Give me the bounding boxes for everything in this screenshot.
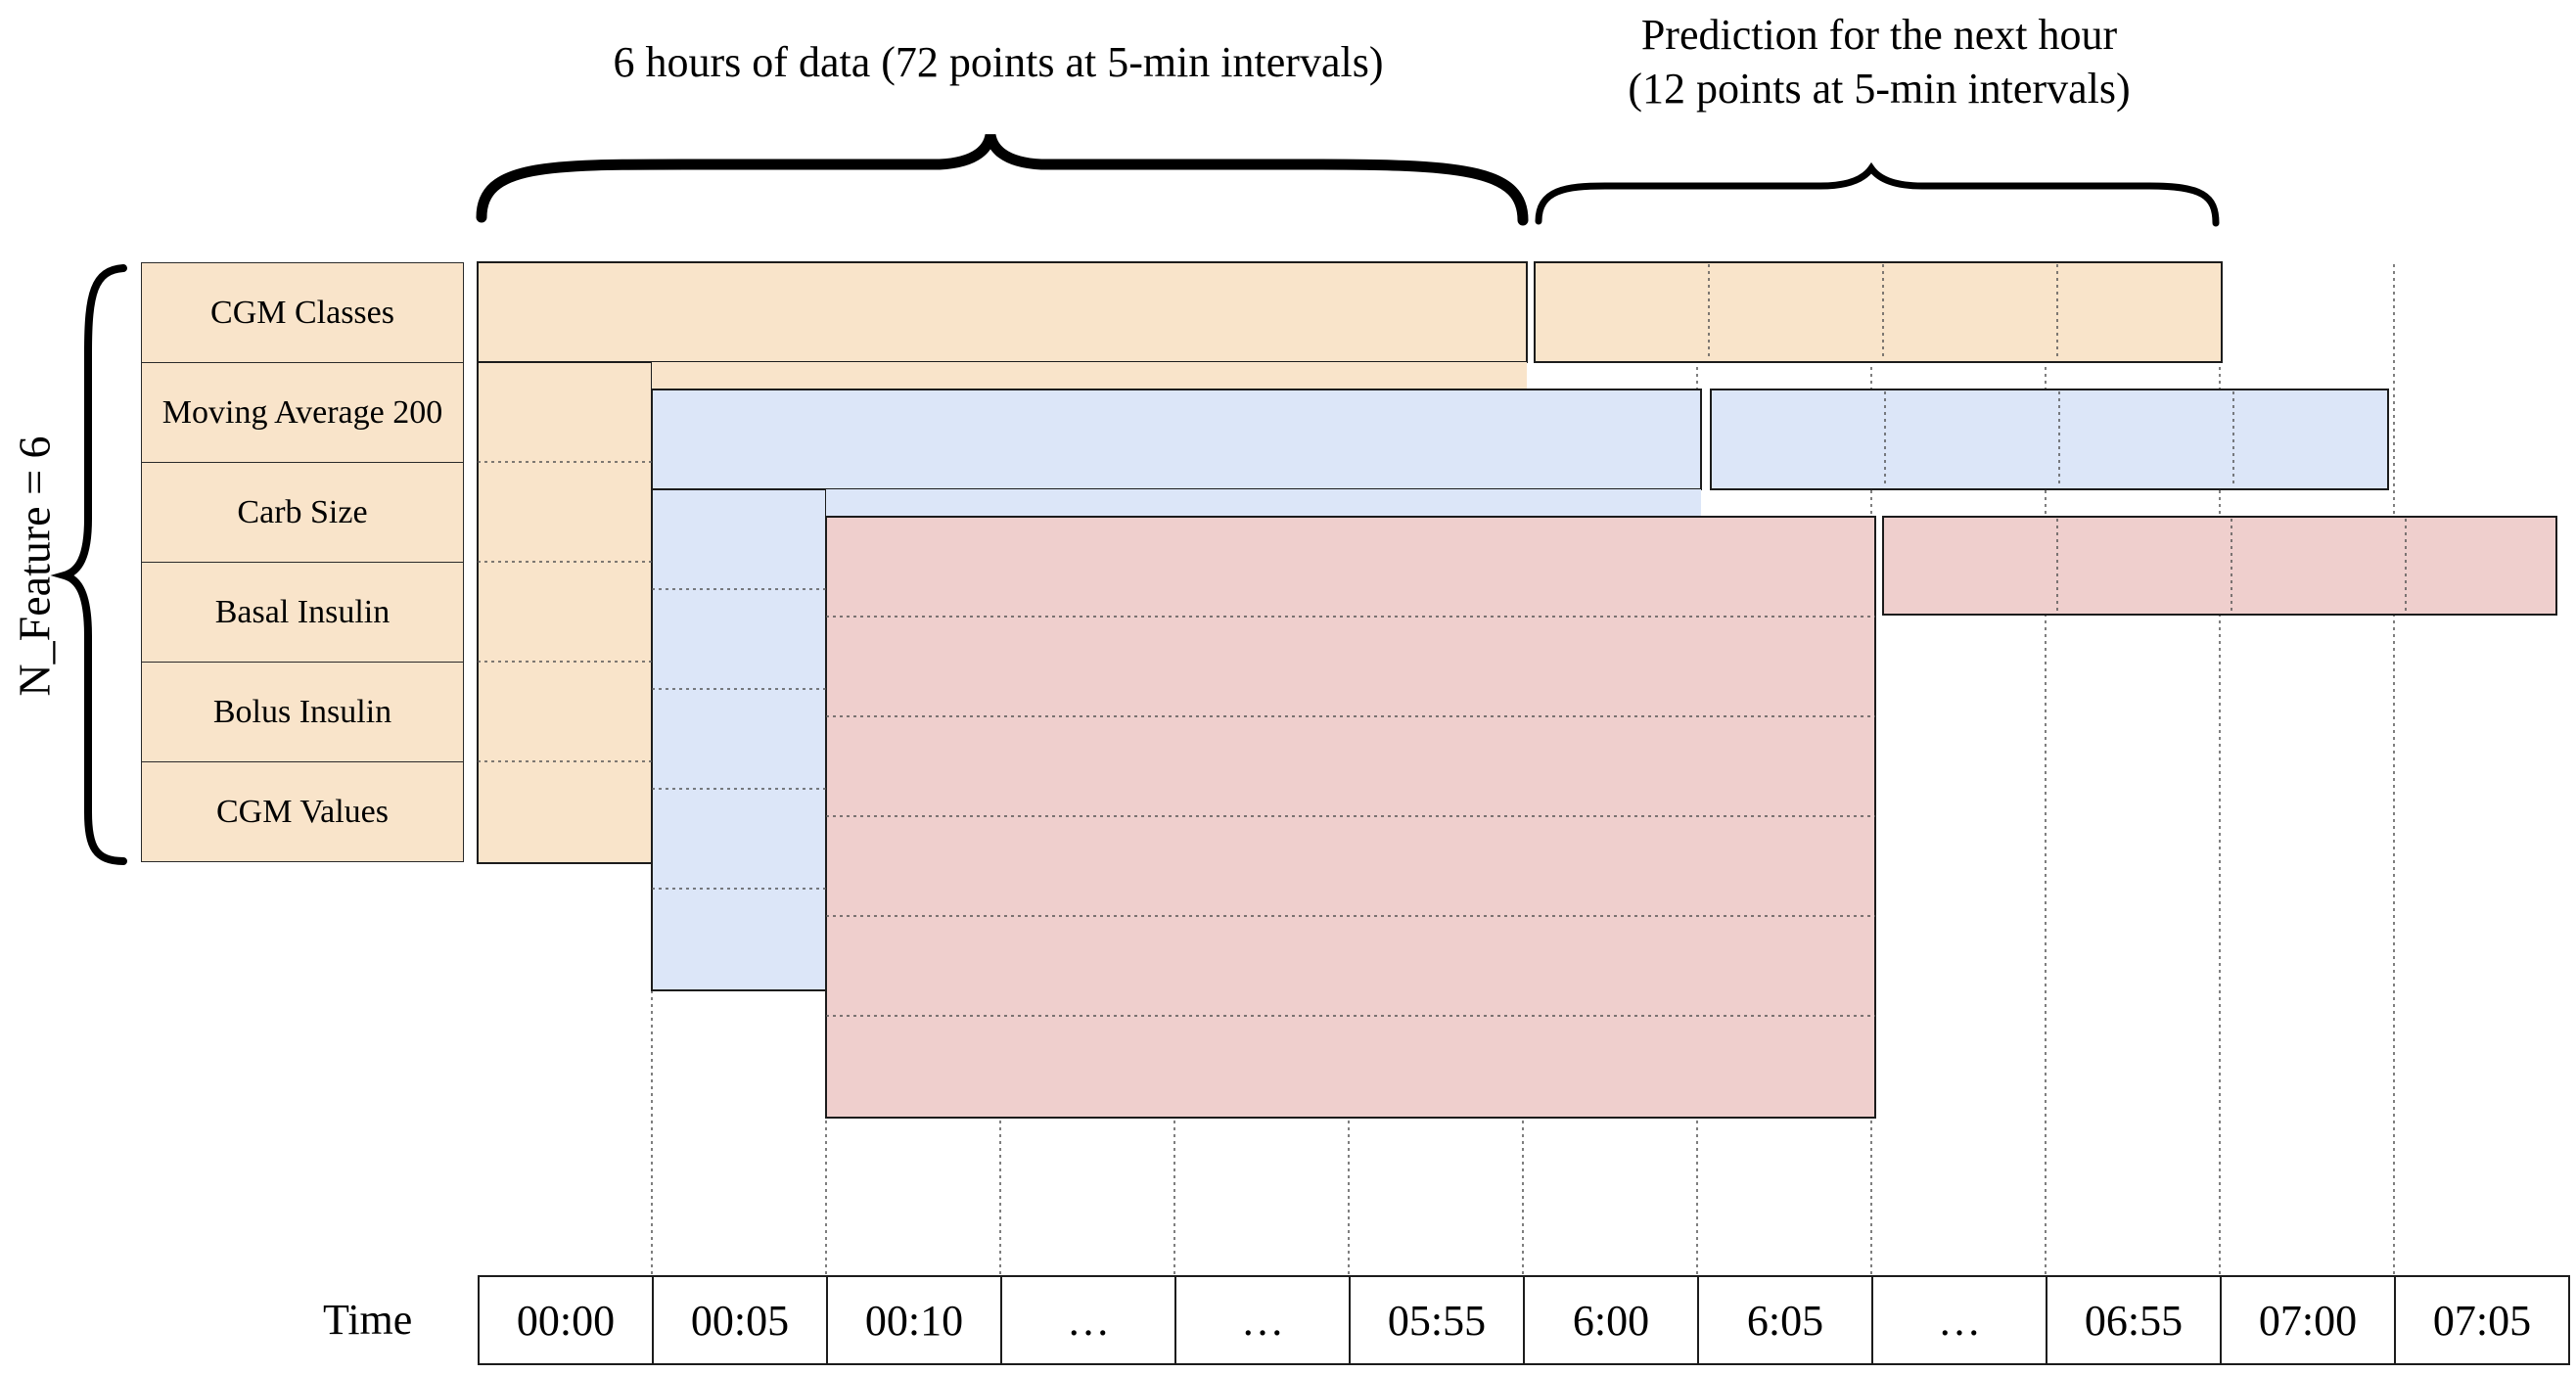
time-tick: 6:05 — [1697, 1275, 1873, 1365]
time-axis-label: Time — [323, 1296, 413, 1344]
blue-input-window — [651, 389, 1702, 991]
time-tick: 6:00 — [1523, 1275, 1699, 1365]
blue-input-row-1 — [651, 389, 1702, 490]
orange-input-window — [477, 261, 1528, 864]
blue-prediction-window — [1710, 389, 2389, 490]
orange-input-col-1 — [477, 361, 653, 864]
red-prediction-window — [1882, 516, 2557, 616]
orange-prediction-window — [1534, 261, 2223, 363]
blue-input-col-1 — [651, 488, 827, 991]
feature-label: Moving Average 200 — [141, 362, 464, 463]
prediction-title-line-1: Prediction for the next hour — [1640, 11, 2118, 59]
feature-label: Basal Insulin — [141, 562, 464, 663]
feature-label: Bolus Insulin — [141, 662, 464, 762]
time-tick: 00:00 — [478, 1275, 654, 1365]
orange-input-under-blue — [652, 362, 1527, 389]
feature-label: CGM Values — [141, 761, 464, 862]
time-tick: 00:05 — [652, 1275, 828, 1365]
time-tick: 07:05 — [2394, 1275, 2570, 1365]
feature-label: Carb Size — [141, 462, 464, 563]
time-tick: … — [1871, 1275, 2047, 1365]
feature-brace — [50, 264, 127, 865]
time-tick: 06:55 — [2046, 1275, 2222, 1365]
time-tick: 05:55 — [1349, 1275, 1525, 1365]
inner-grid-lines — [478, 264, 2407, 1017]
prediction-brace — [1535, 161, 2220, 227]
time-tick: 07:00 — [2220, 1275, 2396, 1365]
n-feature-label: N_Feature = 6 — [9, 435, 60, 697]
orange-input-row-1 — [477, 261, 1528, 363]
time-tick: … — [1174, 1275, 1351, 1365]
history-title: 6 hours of data (72 points at 5-min inte… — [613, 38, 1384, 86]
time-tick: … — [1000, 1275, 1176, 1365]
time-tick: 00:10 — [826, 1275, 1002, 1365]
feature-label: CGM Classes — [141, 262, 464, 363]
prediction-title-line-2: (12 points at 5-min intervals) — [1628, 65, 2131, 113]
red-input-window — [825, 516, 1876, 1119]
blue-input-under-red — [826, 489, 1701, 517]
history-brace — [476, 133, 1529, 226]
